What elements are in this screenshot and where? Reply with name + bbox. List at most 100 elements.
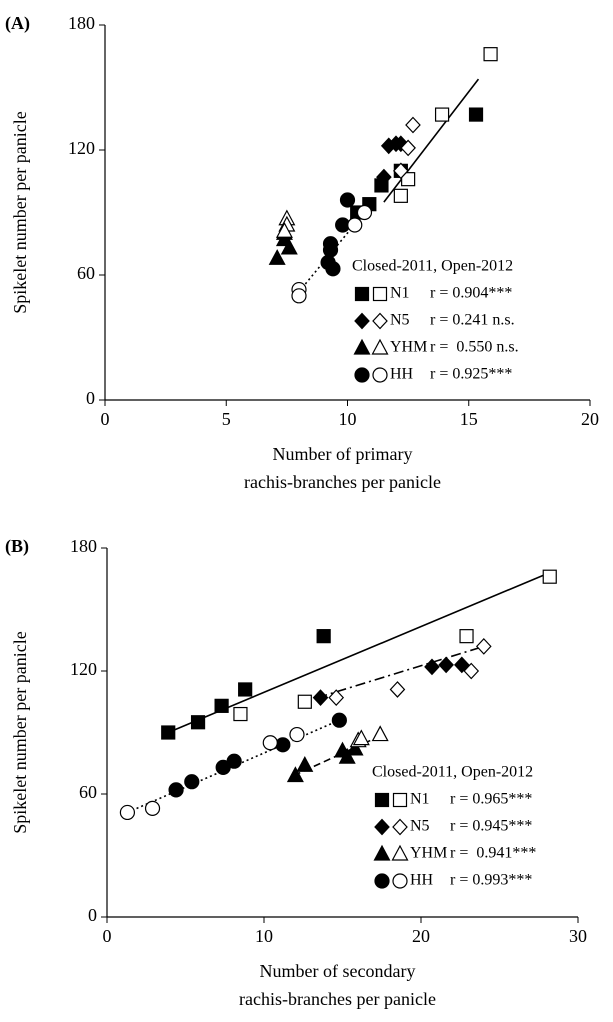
legend-title: Closed-2011, Open-2012 — [352, 258, 513, 275]
point — [393, 188, 408, 203]
point — [389, 681, 406, 698]
point — [376, 168, 392, 186]
x-tick-label: 5 — [222, 409, 231, 429]
legend-symbol — [371, 338, 389, 355]
legend-stat: r = 0.241 n.s. — [430, 312, 515, 329]
y-tick-label: 120 — [68, 138, 95, 158]
point — [233, 706, 248, 722]
point — [347, 217, 363, 233]
legend-stat: r = 0.993*** — [450, 872, 532, 889]
point — [438, 656, 454, 674]
legend-symbol — [372, 367, 388, 383]
y-axis-label: Spikelet number per panicle — [10, 111, 30, 313]
legend-label: HH — [390, 366, 414, 383]
point — [226, 753, 242, 769]
x-tick-label: 0 — [101, 409, 110, 429]
y-tick-label: 60 — [79, 782, 97, 802]
y-tick-label: 180 — [68, 13, 95, 33]
y-tick-label: 120 — [70, 659, 97, 679]
legend-symbol — [374, 818, 390, 836]
point — [400, 139, 416, 157]
fit-line — [317, 645, 485, 699]
point — [238, 682, 253, 697]
legend-stat: r = 0.904*** — [430, 285, 512, 302]
point — [296, 756, 314, 772]
point — [468, 107, 484, 122]
point — [184, 774, 200, 790]
x-tick-label: 30 — [569, 926, 587, 946]
legend-symbol — [392, 873, 408, 889]
panel-label: (A) — [5, 13, 30, 34]
point — [424, 658, 440, 676]
x-axis-label: Number of primary — [273, 444, 413, 464]
point — [331, 712, 347, 728]
legend-symbol — [374, 792, 390, 808]
point — [459, 629, 474, 644]
x-tick-label: 20 — [412, 926, 430, 946]
legend-stat: r = 0.945*** — [450, 818, 532, 835]
point — [405, 116, 421, 134]
point — [393, 162, 409, 180]
x-tick-label: 0 — [103, 926, 112, 946]
x-axis-label: rachis-branches per panicle — [244, 472, 441, 492]
legend-symbol — [374, 873, 390, 889]
legend-stat: r = 0.941*** — [450, 845, 536, 862]
fit-line — [167, 571, 551, 734]
legend-label: YHM — [390, 339, 427, 356]
legend-symbol — [392, 818, 408, 836]
legend-symbol — [391, 844, 409, 861]
point — [463, 662, 480, 680]
point — [328, 689, 345, 707]
legend-label: N1 — [390, 285, 410, 302]
legend-symbol — [354, 286, 370, 302]
legend-symbol — [372, 286, 388, 302]
x-axis-label: rachis-branches per panicle — [239, 989, 436, 1009]
point — [542, 569, 557, 584]
point — [275, 737, 291, 753]
point — [312, 689, 329, 707]
point — [275, 221, 293, 238]
point — [161, 725, 176, 740]
legend-symbol — [372, 312, 388, 330]
point — [483, 47, 498, 62]
legend-stat: r = 0.550 n.s. — [430, 339, 519, 356]
point — [291, 288, 307, 304]
x-tick-label: 10 — [255, 926, 273, 946]
x-tick-label: 20 — [581, 409, 599, 429]
legend-stat: r = 0.925*** — [430, 366, 512, 383]
point — [168, 782, 184, 798]
legend-label: N5 — [390, 312, 410, 329]
legend-symbol — [354, 312, 370, 330]
point — [371, 725, 389, 742]
point — [346, 739, 364, 756]
x-tick-label: 10 — [339, 409, 357, 429]
fit-line — [383, 78, 480, 203]
point — [434, 107, 450, 122]
point — [339, 192, 356, 208]
point — [144, 800, 161, 816]
point — [316, 629, 331, 644]
legend-symbol — [392, 792, 408, 808]
legend-label: N1 — [410, 791, 430, 808]
panel-label: (B) — [5, 536, 29, 557]
point — [338, 747, 356, 764]
legend-symbol — [353, 338, 371, 355]
y-tick-label: 0 — [88, 905, 97, 925]
point — [190, 715, 206, 730]
point — [289, 726, 305, 743]
point — [297, 694, 312, 709]
y-tick-label: 180 — [70, 536, 97, 556]
legend-label: N5 — [410, 818, 430, 835]
point — [268, 249, 286, 265]
point — [475, 638, 492, 655]
point — [453, 656, 470, 674]
point — [401, 172, 416, 187]
point — [262, 735, 278, 751]
legend-symbol — [373, 844, 391, 861]
point — [214, 698, 229, 713]
point — [352, 729, 370, 746]
point — [322, 242, 339, 258]
legend-label: YHM — [410, 845, 447, 862]
point — [356, 204, 373, 221]
